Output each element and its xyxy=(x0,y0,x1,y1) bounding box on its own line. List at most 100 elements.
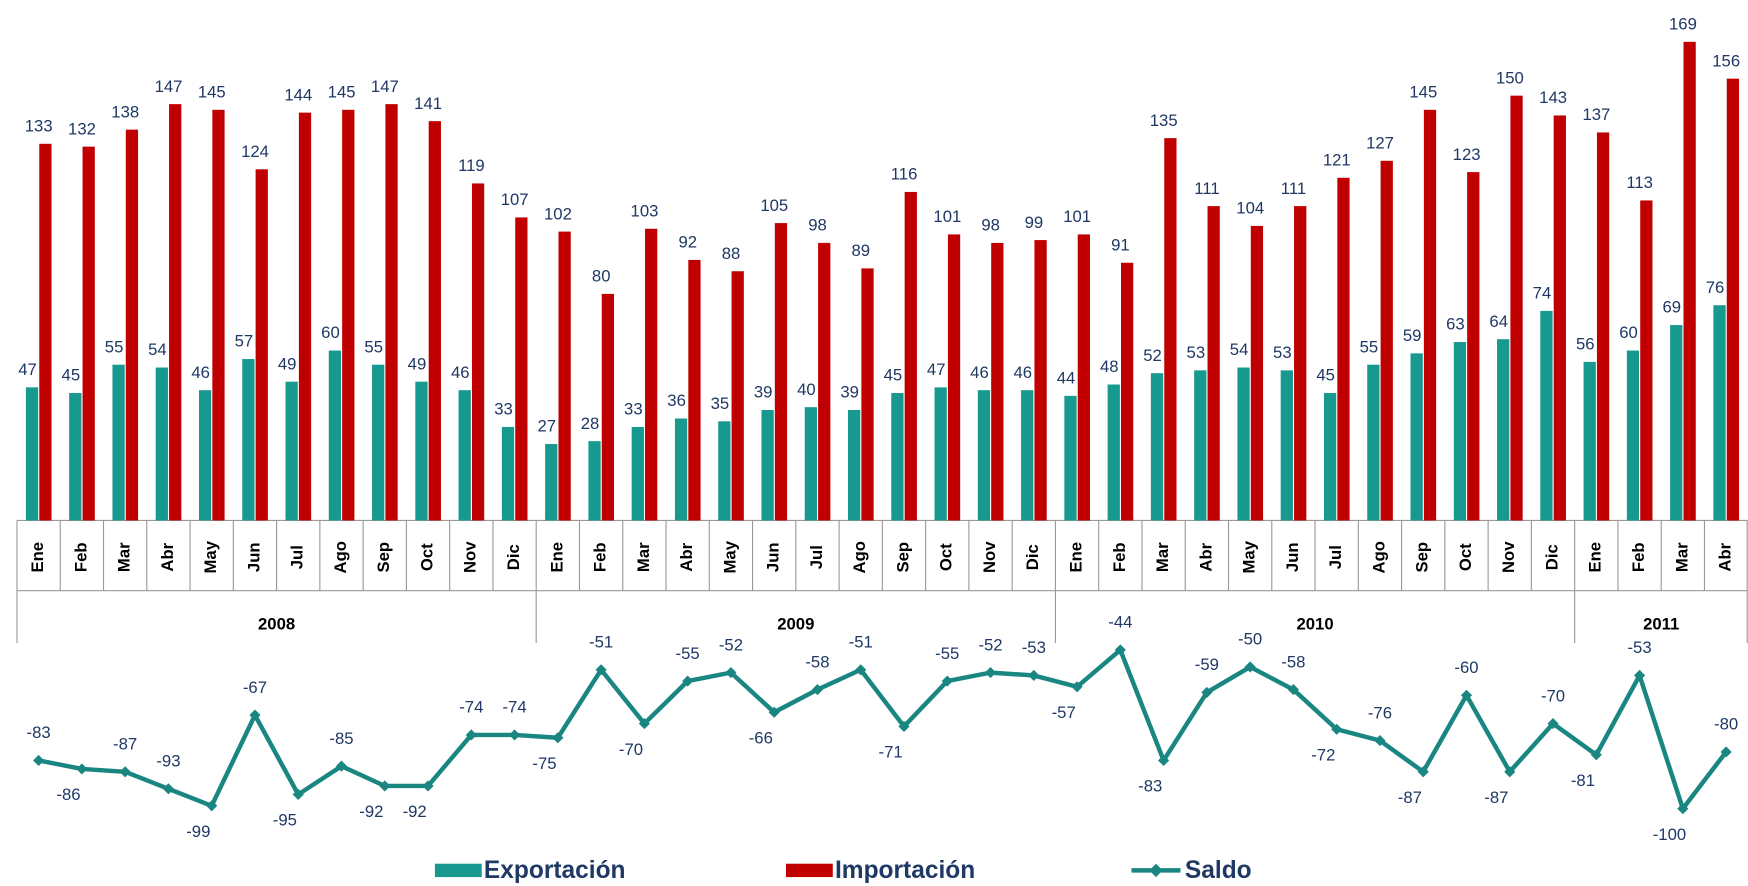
bar xyxy=(1323,393,1337,521)
bar xyxy=(169,104,182,521)
bar xyxy=(471,183,485,521)
x-tick-label: May xyxy=(720,540,739,573)
data-label: 103 xyxy=(631,201,659,220)
bar xyxy=(861,268,874,521)
x-tick-label: Nov xyxy=(980,541,999,573)
data-label: -67 xyxy=(243,678,267,697)
data-label: -60 xyxy=(1454,658,1478,677)
data-label: 169 xyxy=(1669,15,1697,34)
bar xyxy=(1337,177,1350,521)
marker xyxy=(1720,746,1732,758)
x-tick-label: Abr xyxy=(158,542,177,571)
data-label: -55 xyxy=(676,644,700,663)
bar xyxy=(731,271,744,521)
data-label: -92 xyxy=(359,802,383,821)
data-label: -95 xyxy=(273,811,297,830)
x-tick-label: Abr xyxy=(1196,542,1215,571)
data-label: 88 xyxy=(722,244,741,263)
bar xyxy=(82,146,95,521)
data-label: -44 xyxy=(1108,613,1132,632)
marker xyxy=(552,732,564,744)
marker xyxy=(76,763,88,775)
marker xyxy=(1374,735,1386,747)
bar xyxy=(198,390,212,521)
bar xyxy=(125,129,139,521)
x-tick-label: Ene xyxy=(547,542,566,573)
data-label: -58 xyxy=(805,652,829,671)
marker xyxy=(249,709,261,721)
x-tick-label: Oct xyxy=(937,543,956,571)
x-tick-label: Sep xyxy=(374,542,393,573)
x-tick-label: Dic xyxy=(504,544,523,570)
data-label: -51 xyxy=(589,632,613,651)
marker xyxy=(1547,718,1559,730)
bar xyxy=(1596,132,1610,521)
bar xyxy=(1640,200,1653,521)
bar xyxy=(545,443,558,521)
data-label: -75 xyxy=(532,754,556,773)
data-label: -55 xyxy=(935,644,959,663)
bar xyxy=(818,242,831,521)
data-label: 98 xyxy=(808,216,827,235)
data-label: 145 xyxy=(328,83,356,102)
data-label: 60 xyxy=(321,323,340,342)
data-label: 99 xyxy=(1025,213,1044,232)
data-label: -85 xyxy=(329,729,353,748)
data-label: 35 xyxy=(711,394,730,413)
data-label: -92 xyxy=(403,802,427,821)
data-label: 27 xyxy=(537,417,556,436)
data-label: 156 xyxy=(1712,51,1740,70)
x-tick-label: Jul xyxy=(1326,545,1345,569)
bar xyxy=(242,359,255,521)
bar xyxy=(1713,305,1726,521)
data-label: 143 xyxy=(1539,88,1567,107)
x-tick-label: Feb xyxy=(71,542,90,572)
bar xyxy=(934,387,947,521)
x-tick-label: Mar xyxy=(1153,542,1172,572)
legend-marker xyxy=(1149,863,1163,878)
data-label: 150 xyxy=(1496,68,1524,87)
bar xyxy=(1726,78,1740,521)
bar xyxy=(977,390,991,521)
bar xyxy=(588,441,601,521)
data-label: 40 xyxy=(797,380,816,399)
bar xyxy=(1510,95,1523,521)
bar xyxy=(1626,350,1640,521)
data-label: 55 xyxy=(364,337,383,356)
bar xyxy=(39,143,52,521)
x-tick-label: Nov xyxy=(1499,541,1518,573)
x-tick-label: Mar xyxy=(115,542,134,572)
marker xyxy=(1417,766,1429,778)
data-label: -53 xyxy=(1627,638,1651,657)
legend-swatch xyxy=(785,863,833,878)
bar xyxy=(804,407,817,521)
bar xyxy=(255,169,268,521)
data-label: 48 xyxy=(1100,357,1119,376)
data-label: 28 xyxy=(581,414,600,433)
x-tick-label: Oct xyxy=(1456,543,1475,571)
marker xyxy=(335,760,348,772)
bar xyxy=(1497,339,1510,521)
marker xyxy=(162,783,174,795)
data-label: 145 xyxy=(1409,83,1437,102)
bar xyxy=(904,191,917,521)
data-label: 116 xyxy=(891,165,918,184)
bar xyxy=(372,364,385,521)
data-label: 104 xyxy=(1236,199,1264,218)
data-label: 111 xyxy=(1194,179,1219,198)
data-label: 74 xyxy=(1533,284,1552,303)
data-label: -70 xyxy=(1541,686,1565,705)
legend-label: Importación xyxy=(835,857,975,884)
data-label: 46 xyxy=(191,363,210,382)
bar xyxy=(891,393,904,521)
data-label: -57 xyxy=(1052,703,1076,722)
marker xyxy=(768,706,780,718)
bar xyxy=(1467,172,1480,521)
marker xyxy=(1028,669,1040,682)
bar xyxy=(25,387,39,521)
group-label: 2010 xyxy=(1296,615,1333,634)
x-tick-label: Ene xyxy=(1586,542,1605,573)
data-label: 147 xyxy=(155,77,183,96)
data-label: 89 xyxy=(852,241,871,260)
